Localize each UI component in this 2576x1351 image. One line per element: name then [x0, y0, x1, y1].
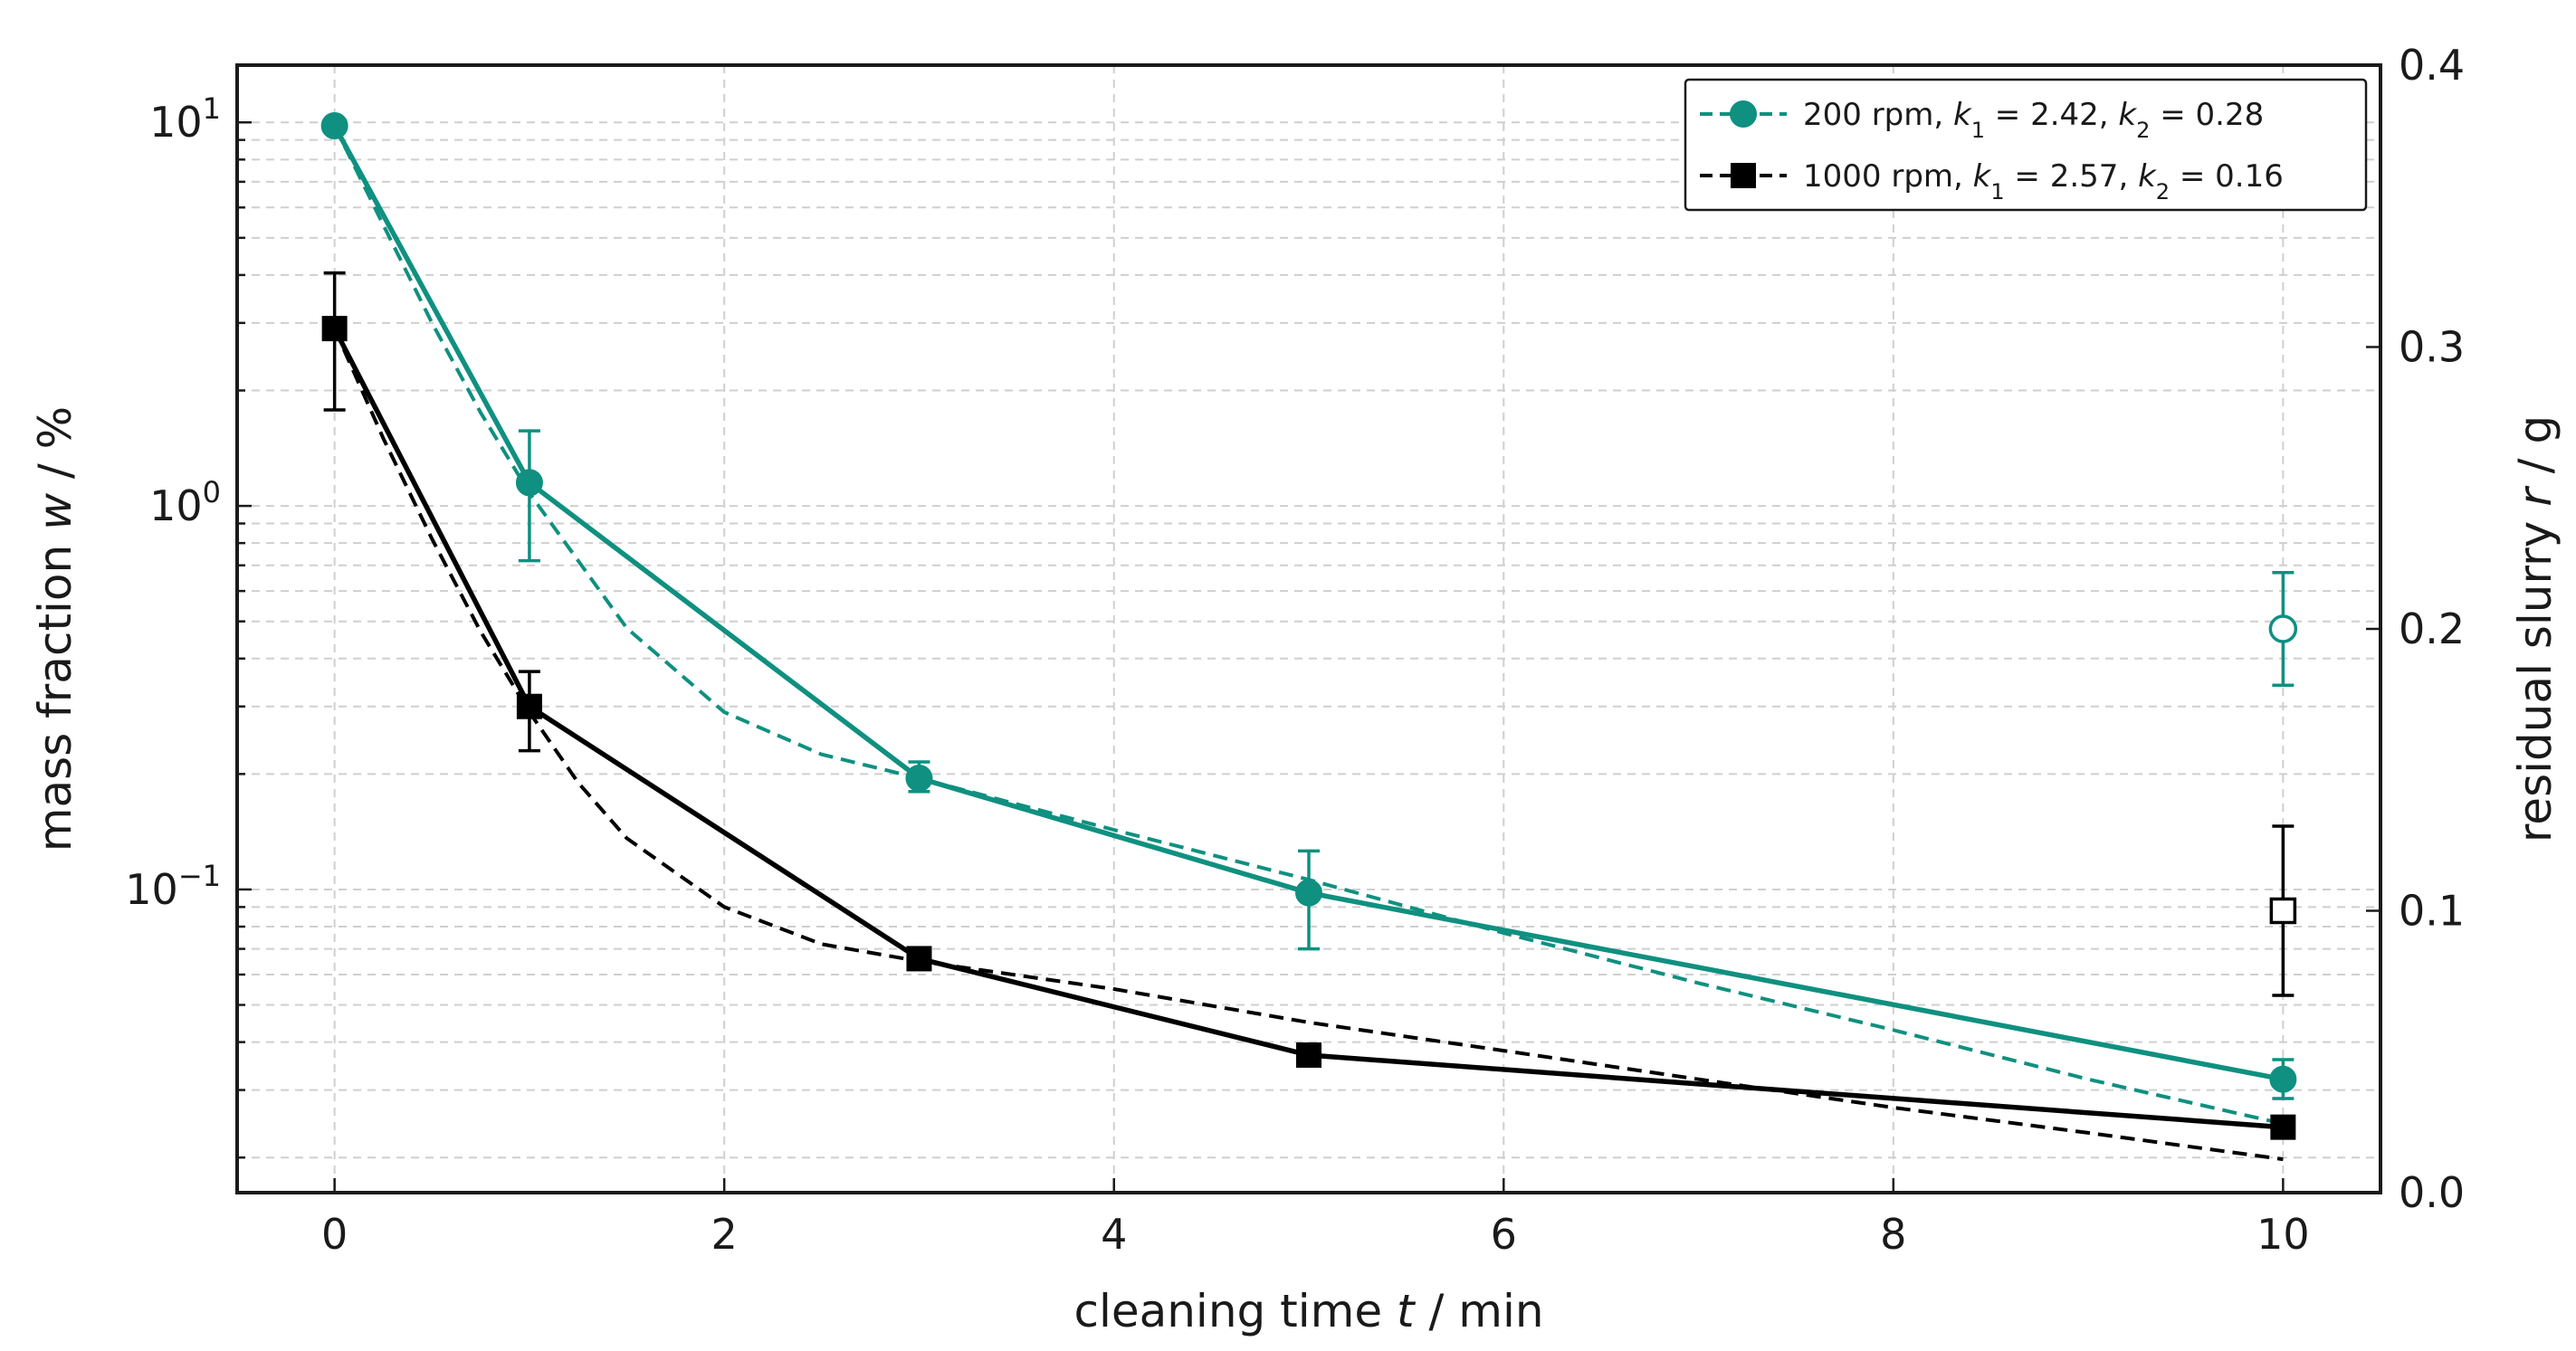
- data-point-rpm200: [2269, 1065, 2297, 1093]
- data-lines: [332, 124, 2284, 1130]
- data-point-rpm1000: [516, 693, 542, 719]
- legend-entry-1000rpm: 1000 rpm, k1 = 2.57, k2 = 0.16: [1803, 158, 2284, 205]
- y-left-tick-label: 10−1: [125, 859, 221, 914]
- legend-entry-200rpm: 200 rpm, k1 = 2.42, k2 = 0.28: [1803, 97, 2264, 143]
- y-axis-right-label: residual slurry r / g: [2509, 415, 2562, 842]
- y-left-tick-label: 100: [149, 475, 221, 530]
- plot-frame: [235, 63, 2382, 1194]
- x-axis-label: cleaning time t / min: [1073, 1285, 1543, 1337]
- data-point-rpm1000: [2270, 1114, 2296, 1140]
- plot-border: [235, 63, 2382, 1194]
- axis-ticks: 0 2 4 6 8 10 10−1 100 101 0.0 0.1 0.2 0.3 0.4: [125, 41, 2465, 1259]
- x-tick-label: 0: [321, 1210, 348, 1259]
- y-right-tick-label: 0.2: [2399, 604, 2465, 653]
- fit-line-rpm200: [332, 125, 2284, 1126]
- fit-line-rpm1000: [332, 328, 2284, 1162]
- legend-marker-rpm1000: [1731, 163, 1756, 188]
- x-tick-label: 6: [1491, 1210, 1517, 1259]
- y-right-tick-label: 0.3: [2399, 323, 2465, 372]
- data-point-rpm1000: [321, 316, 348, 342]
- data-markers: [320, 111, 2298, 1140]
- x-tick-label: 4: [1101, 1210, 1127, 1259]
- residual-point-rpm1000: [2269, 897, 2297, 925]
- x-tick-label: 2: [711, 1210, 738, 1259]
- legend-marker-rpm200: [1730, 100, 1757, 128]
- grid-layer: [237, 65, 2380, 1193]
- data-point-rpm200: [905, 765, 933, 793]
- x-tick-label: 10: [2256, 1210, 2310, 1259]
- y-right-tick-label: 0.0: [2399, 1168, 2465, 1217]
- residual-point-rpm200: [2268, 614, 2298, 643]
- y-left-tick-label: 101: [149, 91, 221, 147]
- data-point-rpm200: [1295, 879, 1322, 907]
- data-point-rpm1000: [1296, 1042, 1321, 1068]
- y-axis-left-label: mass fraction w / %: [29, 406, 81, 852]
- legend-box: [1684, 78, 2368, 212]
- error-bar-rpm1000: [323, 271, 346, 412]
- x-tick-label: 8: [1880, 1210, 1906, 1259]
- data-line-rpm1000: [332, 327, 2284, 1130]
- y-right-tick-label: 0.4: [2399, 41, 2465, 90]
- data-point-rpm200: [515, 469, 543, 497]
- legend: 200 rpm, k1 = 2.42, k2 = 0.28 1000 rpm, …: [1684, 78, 2368, 212]
- data-point-rpm200: [320, 111, 348, 139]
- error-bars: [323, 271, 2295, 1135]
- y-right-tick-label: 0.1: [2399, 887, 2465, 936]
- data-point-rpm1000: [906, 946, 932, 972]
